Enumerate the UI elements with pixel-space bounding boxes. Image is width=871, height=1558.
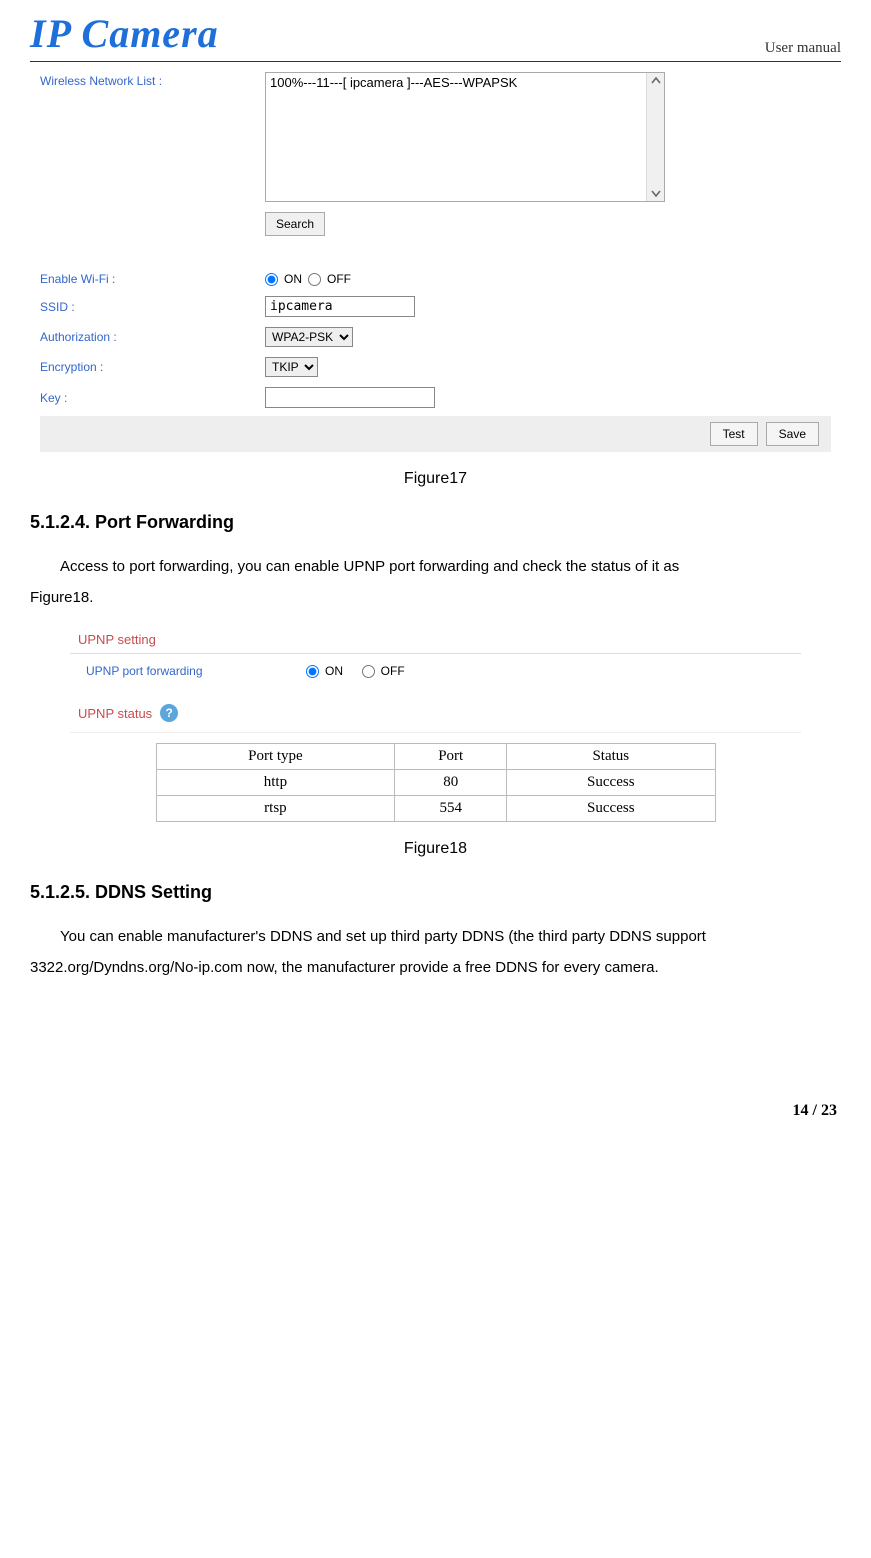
table-row: rtsp 554 Success [156, 796, 715, 822]
upnp-forwarding-label: UPNP port forwarding [86, 664, 306, 678]
key-label: Key : [40, 391, 265, 405]
help-icon[interactable]: ? [160, 704, 178, 722]
scroll-up-icon[interactable] [649, 73, 663, 89]
ddns-heading: 5.1.2.5. DDNS Setting [30, 882, 841, 903]
th-port: Port [395, 744, 507, 770]
authorization-label: Authorization : [40, 330, 265, 344]
th-status: Status [507, 744, 715, 770]
cell-status: Success [507, 770, 715, 796]
cell-port: 554 [395, 796, 507, 822]
wireless-list-label: Wireless Network List : [40, 72, 265, 88]
pf-paragraph-line2: Figure18. [30, 589, 93, 606]
wireless-network-list[interactable]: 100%---11---[ ipcamera ]---AES---WPAPSK [265, 72, 665, 202]
upnp-status-header: UPNP status ? [70, 696, 801, 733]
upnp-status-table: Port type Port Status http 80 Success rt… [156, 743, 716, 822]
upnp-status-title: UPNP status [78, 706, 152, 721]
upnp-off-radio[interactable] [362, 665, 375, 678]
ddns-paragraph-line2: 3322.org/Dyndns.org/No-ip.com now, the m… [30, 959, 659, 976]
logo: IP Camera [30, 10, 219, 57]
doc-label: User manual [765, 40, 841, 57]
encryption-select[interactable]: TKIP [265, 357, 318, 377]
upnp-off-text: OFF [381, 664, 405, 678]
ddns-paragraph-line1: You can enable manufacturer's DDNS and s… [60, 928, 706, 945]
table-header-row: Port type Port Status [156, 744, 715, 770]
list-scrollbar[interactable] [646, 73, 664, 201]
wifi-on-radio[interactable] [265, 273, 278, 286]
enable-wifi-label: Enable Wi-Fi : [40, 272, 265, 286]
wifi-off-radio[interactable] [308, 273, 321, 286]
authorization-select[interactable]: WPA2-PSK [265, 327, 353, 347]
ssid-label: SSID : [40, 300, 265, 314]
encryption-label: Encryption : [40, 360, 265, 374]
scroll-down-icon[interactable] [649, 185, 663, 201]
figure18-caption: Figure18 [30, 840, 841, 858]
ssid-input[interactable] [265, 296, 415, 317]
pf-paragraph-line1: Access to port forwarding, you can enabl… [60, 558, 679, 575]
upnp-on-text: ON [325, 664, 343, 678]
th-port-type: Port type [156, 744, 395, 770]
cell-port-type: rtsp [156, 796, 395, 822]
wifi-on-text: ON [284, 272, 302, 286]
search-button[interactable]: Search [265, 212, 325, 236]
page-number: 14 / 23 [30, 1102, 841, 1120]
network-list-entry[interactable]: 100%---11---[ ipcamera ]---AES---WPAPSK [270, 75, 517, 90]
port-forwarding-heading: 5.1.2.4. Port Forwarding [30, 512, 841, 533]
wifi-off-text: OFF [327, 272, 351, 286]
upnp-panel: UPNP setting UPNP port forwarding ON OFF… [70, 626, 801, 822]
wifi-settings-panel: Wireless Network List : 100%---11---[ ip… [40, 72, 831, 452]
upnp-on-radio[interactable] [306, 665, 319, 678]
cell-status: Success [507, 796, 715, 822]
table-row: http 80 Success [156, 770, 715, 796]
page-header: IP Camera User manual [30, 10, 841, 62]
figure17-caption: Figure17 [30, 470, 841, 488]
wifi-action-bar: Test Save [40, 416, 831, 452]
key-input[interactable] [265, 387, 435, 408]
save-button[interactable]: Save [766, 422, 819, 446]
upnp-setting-title: UPNP setting [70, 626, 801, 654]
cell-port: 80 [395, 770, 507, 796]
cell-port-type: http [156, 770, 395, 796]
test-button[interactable]: Test [710, 422, 758, 446]
